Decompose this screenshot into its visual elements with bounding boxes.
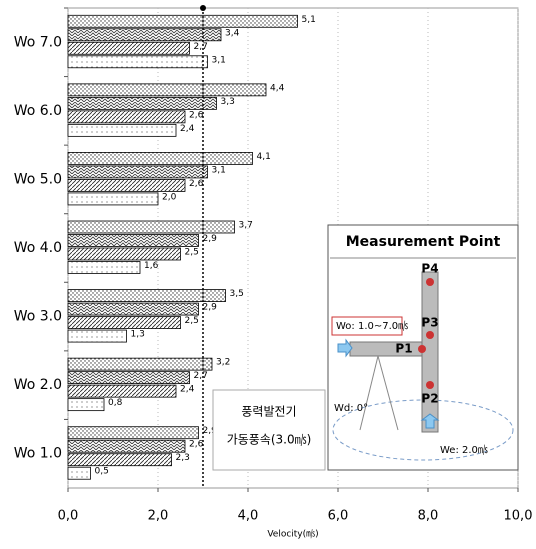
point-label: P2 [421, 392, 438, 406]
value-label: 3,7 [239, 221, 253, 231]
value-label: 2,4 [180, 124, 195, 134]
we-label: We: 2.0㎧ [440, 444, 488, 456]
wo-label: Wo: 1.0~7.0㎧ [336, 320, 408, 332]
bar [67, 439, 186, 453]
bar [67, 357, 213, 371]
value-label: 2,6 [189, 179, 204, 189]
point-label: P3 [421, 316, 438, 330]
bar [67, 247, 181, 261]
value-label: 2,4 [180, 385, 195, 395]
value-label: 2,7 [194, 371, 208, 381]
reference-dot [200, 5, 206, 11]
bar [67, 234, 199, 247]
y-tick-label: Wo 4.0 [14, 240, 62, 256]
x-tick-label: 8,0 [418, 509, 439, 524]
x-tick-label: 4,0 [238, 509, 259, 524]
y-tick-label: Wo 2.0 [14, 377, 62, 393]
bar [67, 316, 181, 329]
bar [67, 83, 267, 97]
wd-label: Wd: 0° [334, 403, 368, 414]
annotation: 가동풍속(3.0㎧) [227, 433, 312, 447]
value-label: 2,9 [203, 303, 218, 313]
y-tick-label: Wo 7.0 [14, 34, 62, 50]
value-label: 4,4 [270, 83, 285, 93]
value-label: 2,9 [203, 234, 218, 244]
y-tick-label: Wo 5.0 [14, 171, 62, 187]
inset: Measurement Point P4 P3 P1 P2 Wo: 1.0~7.… [327, 224, 519, 471]
value-label: 1,3 [131, 330, 145, 340]
bar [67, 55, 208, 69]
value-label: 3,2 [216, 358, 230, 368]
value-label: 2,5 [185, 316, 199, 326]
value-label: 3,3 [221, 97, 235, 107]
value-label: 1,6 [144, 261, 159, 271]
annotation: 풍력발전기 [241, 405, 296, 419]
point-label: P4 [421, 262, 438, 276]
value-label: 3,1 [212, 165, 226, 175]
x-axis-label: Velocity(㎧) [267, 529, 318, 540]
value-label: 5,1 [302, 15, 316, 25]
bar [67, 41, 190, 55]
bar [67, 192, 159, 206]
x-tick-label: 10,0 [504, 509, 533, 524]
x-tick-label: 2,0 [148, 509, 169, 524]
value-label: 2,9 [203, 426, 218, 436]
x-tick-label: 0,0 [58, 509, 79, 524]
bar [67, 466, 91, 480]
value-label: 3,4 [225, 28, 240, 38]
bar [67, 96, 217, 110]
bar [67, 179, 186, 192]
inset-title: Measurement Point [346, 234, 501, 250]
value-label: 2,0 [162, 192, 177, 202]
bar [67, 261, 141, 274]
bar [67, 165, 208, 179]
bar [67, 384, 177, 398]
value-label: 2,7 [194, 42, 208, 52]
value-label: 2,6 [189, 110, 204, 120]
value-label: 0,8 [108, 398, 123, 408]
annotation-box [212, 389, 326, 471]
bar [67, 398, 105, 412]
bar [67, 453, 172, 467]
value-label: 3,5 [230, 289, 244, 299]
y-tick-label: Wo 3.0 [14, 309, 62, 325]
bar [67, 123, 177, 137]
bar [67, 152, 253, 165]
bar [67, 14, 298, 28]
y-tick-label: Wo 1.0 [14, 446, 62, 462]
y-tick-label: Wo 6.0 [14, 103, 62, 119]
value-label: 2,5 [185, 248, 199, 258]
bar [67, 289, 226, 302]
bar [67, 28, 222, 42]
value-label: 0,5 [95, 467, 109, 477]
value-label: 3,1 [212, 55, 226, 65]
point-label: P1 [395, 342, 412, 356]
bar [67, 426, 199, 440]
bar [67, 302, 199, 316]
bar [67, 371, 190, 385]
value-label: 2,3 [176, 453, 190, 463]
bar [67, 220, 235, 234]
bar [67, 329, 127, 343]
value-label: 2,6 [189, 440, 204, 450]
bar [67, 110, 186, 124]
value-label: 4,1 [257, 152, 271, 162]
x-tick-label: 6,0 [328, 509, 349, 524]
